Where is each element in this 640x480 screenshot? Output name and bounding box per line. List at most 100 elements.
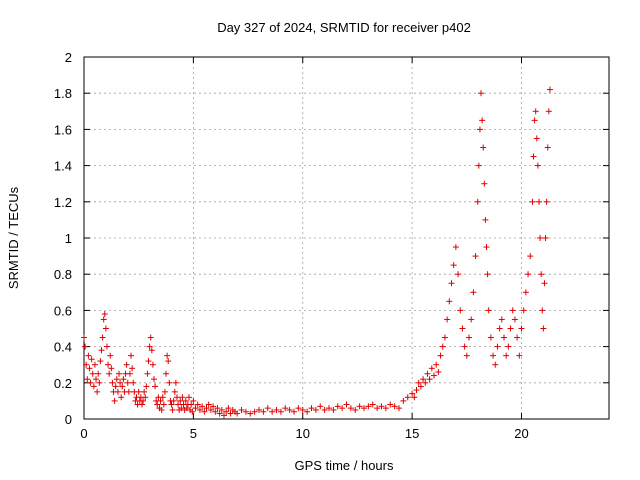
data-point: [457, 307, 464, 314]
data-point: [542, 235, 549, 241]
x-tick-label: 5: [190, 426, 197, 441]
chart-title: Day 327 of 2024, SRMTID for receiver p40…: [217, 20, 471, 35]
data-point: [144, 370, 151, 377]
x-tick-label: 10: [296, 426, 310, 441]
chart-grid: [84, 57, 609, 419]
data-point: [123, 361, 130, 368]
data-point: [93, 376, 100, 383]
data-point: [192, 405, 199, 412]
data-point: [216, 410, 223, 417]
data-point: [130, 379, 137, 386]
data-point: [203, 405, 210, 412]
data-point: [143, 383, 150, 390]
data-point: [277, 408, 284, 415]
data-point: [106, 370, 113, 377]
data-point: [94, 388, 101, 395]
data-point: [537, 235, 544, 241]
data-point: [507, 325, 514, 332]
data-point: [539, 307, 546, 314]
data-point: [487, 334, 494, 341]
data-point: [529, 198, 536, 205]
data-point: [169, 406, 176, 413]
data-point: [422, 379, 429, 386]
data-point: [218, 406, 225, 413]
data-point: [186, 394, 192, 401]
data-point: [90, 383, 97, 390]
data-point: [273, 406, 280, 413]
data-point: [157, 397, 164, 404]
data-point: [295, 405, 302, 412]
data-point: [99, 334, 106, 341]
data-point: [154, 401, 161, 408]
data-point: [312, 406, 319, 413]
data-point: [269, 408, 276, 415]
data-point: [138, 401, 145, 408]
data-point: [111, 397, 118, 404]
data-point: [85, 352, 92, 359]
data-point: [151, 376, 157, 383]
data-point: [148, 347, 155, 354]
data-point: [251, 408, 258, 415]
data-point: [264, 405, 271, 412]
data-point: [446, 298, 453, 305]
data-point: [435, 368, 442, 375]
data-point: [221, 412, 227, 419]
data-point: [516, 352, 523, 359]
data-point: [483, 244, 490, 251]
data-point: [527, 253, 534, 260]
data-point: [321, 406, 328, 413]
data-point: [124, 379, 131, 386]
data-point: [391, 403, 398, 410]
data-point: [478, 90, 485, 97]
data-point: [172, 379, 179, 386]
data-point: [163, 370, 170, 377]
data-point: [339, 405, 346, 412]
data-point: [212, 408, 219, 415]
data-point: [518, 325, 525, 332]
data-point: [470, 289, 477, 296]
data-point: [210, 403, 217, 410]
data-point: [546, 86, 553, 93]
data-point: [326, 405, 332, 412]
data-point: [168, 401, 175, 408]
data-point: [159, 394, 166, 401]
data-point: [459, 325, 466, 332]
data-point: [205, 401, 212, 408]
data-point: [175, 401, 182, 408]
y-axis-label: SRMTID / TECUs: [6, 186, 21, 289]
data-point: [503, 352, 510, 359]
x-axis-label: GPS time / hours: [295, 458, 394, 473]
data-point: [374, 405, 381, 412]
data-point: [260, 408, 267, 415]
data-point: [474, 198, 481, 205]
data-point: [382, 405, 389, 412]
x-tick-label: 15: [405, 426, 419, 441]
data-point: [317, 403, 324, 410]
data-point: [109, 379, 116, 386]
data-point: [490, 352, 497, 359]
data-point: [541, 280, 548, 287]
data-point: [120, 376, 127, 383]
data-point: [291, 408, 297, 415]
data-point: [81, 334, 87, 341]
data-point: [135, 388, 142, 395]
data-point: [533, 135, 540, 142]
data-point: [545, 108, 552, 115]
data-point: [112, 383, 119, 390]
data-point: [409, 390, 416, 397]
data-point: [189, 408, 196, 415]
data-point: [166, 379, 173, 386]
data-point: [103, 343, 110, 350]
data-point: [480, 144, 487, 151]
data-point: [83, 361, 90, 368]
data-point: [117, 379, 124, 386]
data-point: [82, 343, 89, 350]
data-point: [352, 406, 359, 413]
data-point: [223, 408, 230, 415]
data-point: [426, 376, 433, 383]
data-point: [420, 376, 427, 383]
data-points: [81, 86, 553, 419]
data-point: [437, 352, 444, 359]
data-point: [207, 406, 214, 413]
data-point: [448, 280, 455, 287]
